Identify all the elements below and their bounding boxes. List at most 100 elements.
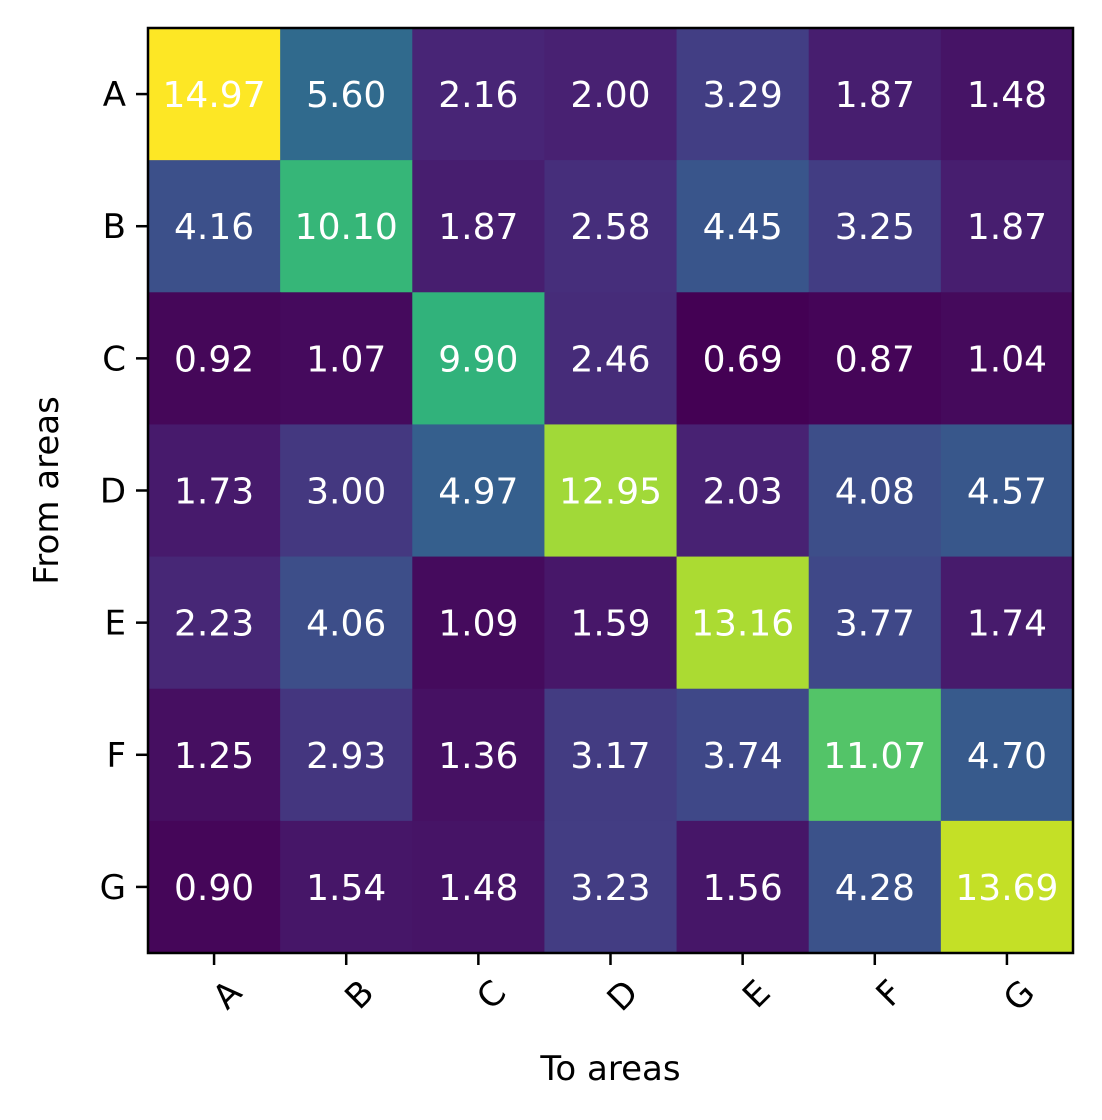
cell-value-label: 13.16 bbox=[691, 604, 794, 645]
heatmap-cell bbox=[280, 556, 413, 690]
cell-value-label: 1.36 bbox=[438, 736, 518, 777]
heatmap-cell bbox=[808, 160, 942, 293]
y-tick-label: E bbox=[105, 604, 126, 644]
cell-value-label: 4.57 bbox=[967, 472, 1047, 513]
heatmap-cell bbox=[544, 160, 678, 293]
cell-value-label: 1.87 bbox=[967, 207, 1047, 248]
heatmap-cell bbox=[544, 820, 678, 954]
heatmap-cell bbox=[544, 556, 678, 690]
y-axis-ticks: A B C D E F G bbox=[100, 75, 148, 908]
cell-value-label: 11.07 bbox=[823, 736, 926, 777]
heatmap-cell bbox=[676, 28, 810, 161]
cell-value-label: 1.87 bbox=[835, 75, 915, 116]
y-axis-label: From areas bbox=[27, 396, 67, 585]
cell-value-label: 3.25 bbox=[835, 207, 915, 248]
heatmap-cell bbox=[280, 820, 413, 954]
cell-value-label: 0.87 bbox=[835, 339, 915, 380]
heatmap-cell bbox=[412, 424, 546, 558]
heatmap-cell bbox=[544, 424, 678, 558]
x-tick-label: G bbox=[996, 973, 1043, 1020]
heatmap-cell bbox=[940, 820, 1074, 954]
heatmap-cell bbox=[148, 292, 281, 426]
heatmap-cell bbox=[148, 820, 281, 954]
heatmap-cell bbox=[808, 688, 942, 822]
y-tick-label: D bbox=[100, 472, 126, 512]
cell-value-label: 3.00 bbox=[306, 472, 386, 513]
cell-value-label: 1.04 bbox=[967, 339, 1047, 380]
cell-value-label: 1.59 bbox=[570, 604, 650, 645]
cell-value-label: 0.92 bbox=[174, 339, 254, 380]
x-tick-label: E bbox=[735, 973, 778, 1016]
cell-value-label: 3.74 bbox=[703, 736, 783, 777]
heatmap-cell bbox=[412, 160, 546, 293]
y-tick-label: G bbox=[100, 868, 126, 908]
cell-value-label: 3.17 bbox=[570, 736, 650, 777]
heatmap-cell bbox=[940, 688, 1074, 822]
heatmap-cell bbox=[412, 292, 546, 426]
cell-value-label: 0.69 bbox=[703, 339, 783, 380]
heatmap-cell bbox=[544, 292, 678, 426]
cell-value-label: 2.46 bbox=[570, 339, 650, 380]
heatmap-cell bbox=[676, 556, 810, 690]
heatmap-cell bbox=[808, 424, 942, 558]
x-tick-label: C bbox=[469, 973, 514, 1018]
heatmap-cell bbox=[940, 556, 1074, 690]
cell-value-label: 12.95 bbox=[559, 472, 662, 513]
heatmap-cell bbox=[676, 820, 810, 954]
cell-value-label: 10.10 bbox=[295, 207, 398, 248]
heatmap-cells bbox=[148, 28, 1074, 954]
heatmap-cell bbox=[148, 160, 281, 293]
x-tick-label: F bbox=[869, 973, 911, 1015]
heatmap-cell bbox=[280, 292, 413, 426]
heatmap-cell bbox=[808, 28, 942, 161]
x-tick-label: B bbox=[337, 973, 382, 1018]
heatmap-cell bbox=[412, 688, 546, 822]
heatmap-cell bbox=[280, 688, 413, 822]
heatmap-cell bbox=[940, 424, 1074, 558]
cell-value-label: 1.48 bbox=[438, 868, 518, 909]
cell-value-label: 3.77 bbox=[835, 604, 915, 645]
y-tick-label: B bbox=[103, 207, 126, 247]
cell-value-label: 4.06 bbox=[306, 604, 386, 645]
heatmap-cell bbox=[544, 28, 678, 161]
heatmap-cell bbox=[940, 28, 1074, 161]
cell-value-label: 4.28 bbox=[835, 868, 915, 909]
cell-value-label: 4.97 bbox=[438, 472, 518, 513]
heatmap-cell bbox=[808, 556, 942, 690]
cell-value-label: 1.74 bbox=[967, 604, 1047, 645]
heatmap-cell-labels: 14.97 5.60 2.16 2.00 3.29 1.87 1.48 4.16 10.10 1.… bbox=[163, 75, 1059, 909]
cell-value-label: 1.09 bbox=[438, 604, 518, 645]
cell-value-label: 1.07 bbox=[306, 339, 386, 380]
heatmap-cell bbox=[544, 688, 678, 822]
heatmap-cell bbox=[148, 28, 281, 161]
heatmap-cell bbox=[412, 556, 546, 690]
cell-value-label: 1.25 bbox=[174, 736, 254, 777]
x-axis-ticks: A B C D E F G bbox=[205, 953, 1043, 1020]
heatmap-cell bbox=[280, 160, 413, 293]
y-tick-label: A bbox=[103, 75, 126, 115]
cell-value-label: 2.16 bbox=[438, 75, 518, 116]
heatmap-cell bbox=[148, 688, 281, 822]
x-tick-label: D bbox=[600, 973, 647, 1020]
heatmap-cell bbox=[808, 820, 942, 954]
heatmap-cell bbox=[148, 424, 281, 558]
heatmap-cell bbox=[808, 292, 942, 426]
cell-value-label: 4.70 bbox=[967, 736, 1047, 777]
heatmap-cell bbox=[280, 424, 413, 558]
x-tick-label: A bbox=[205, 973, 250, 1018]
heatmap-cell bbox=[676, 688, 810, 822]
cell-value-label: 4.16 bbox=[174, 207, 254, 248]
heatmap-cell bbox=[412, 820, 546, 954]
cell-value-label: 1.56 bbox=[703, 868, 783, 909]
cell-value-label: 4.45 bbox=[703, 207, 783, 248]
cell-value-label: 1.87 bbox=[438, 207, 518, 248]
cell-value-label: 2.23 bbox=[174, 604, 254, 645]
cell-value-label: 9.90 bbox=[438, 339, 518, 380]
cell-value-label: 4.08 bbox=[835, 472, 915, 513]
y-tick-label: C bbox=[102, 339, 126, 379]
heatmap-cell bbox=[280, 28, 413, 161]
heatmap-cell bbox=[940, 160, 1074, 293]
heatmap-cell bbox=[412, 28, 546, 161]
heatmap-cell bbox=[940, 292, 1074, 426]
cell-value-label: 1.48 bbox=[967, 75, 1047, 116]
